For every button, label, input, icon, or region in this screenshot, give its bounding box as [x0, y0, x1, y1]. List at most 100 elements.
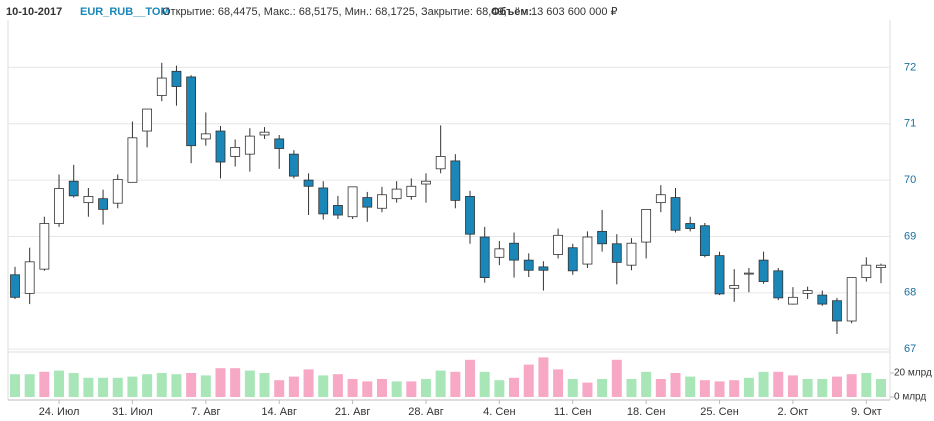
- x-tick-label: 14. Авг: [261, 406, 297, 418]
- candle-body: [200, 133, 211, 140]
- volume-bar: [553, 369, 564, 397]
- candle-body: [729, 285, 740, 289]
- candle-body: [670, 197, 681, 231]
- volume-bar: [420, 379, 431, 397]
- candle-body: [567, 247, 578, 272]
- volume-bar: [156, 373, 167, 397]
- candle-body: [538, 266, 549, 271]
- volume-bar: [523, 364, 534, 397]
- volume-tick-label: 0 млрд: [894, 392, 926, 403]
- candle-body: [186, 76, 197, 147]
- volume-bar: [244, 370, 255, 397]
- candle-body: [861, 264, 872, 278]
- volume-bar: [127, 376, 138, 397]
- x-tick-label: 25. Сен: [700, 406, 738, 418]
- volume-bar: [479, 371, 490, 397]
- y-tick-label: 72: [904, 61, 916, 73]
- candle-body: [377, 194, 387, 209]
- volume-bar: [743, 377, 754, 397]
- candle-body: [465, 196, 475, 235]
- x-tick-label: 9. Окт: [851, 406, 882, 418]
- x-tick-label: 18. Сен: [627, 406, 665, 418]
- volume-bar: [758, 371, 769, 397]
- candle-body: [479, 236, 490, 278]
- candle-body: [494, 248, 505, 258]
- volume-bar: [332, 374, 343, 397]
- volume-bar: [200, 375, 211, 397]
- volume-bar: [450, 371, 461, 397]
- volume-bar: [611, 359, 622, 397]
- candle-body: [39, 223, 50, 270]
- x-tick-label: 4. Сен: [483, 406, 515, 418]
- volume-bar: [787, 375, 798, 397]
- volume-bar: [142, 374, 153, 397]
- volume-bar: [655, 379, 666, 397]
- candle-body: [788, 296, 798, 305]
- x-tick-label: 7. Авг: [191, 406, 220, 418]
- volume-bar: [54, 370, 65, 397]
- candle-body: [846, 277, 857, 322]
- candle-body: [127, 137, 138, 183]
- candle-body: [655, 194, 666, 204]
- candle-body: [333, 205, 343, 216]
- volume-bar: [83, 377, 94, 397]
- candle-body: [509, 242, 519, 261]
- candle-body: [68, 180, 79, 197]
- ticker: EUR_RUB__TOM: [80, 6, 170, 18]
- candle-body: [142, 108, 153, 132]
- candle-body: [421, 180, 431, 185]
- candle-body: [83, 196, 94, 204]
- volume-bar: [259, 373, 270, 397]
- candle-body: [758, 259, 769, 282]
- volume-bar: [303, 369, 314, 397]
- y-tick-label: 68: [904, 287, 916, 299]
- volume-bar: [582, 382, 593, 397]
- x-tick-label: 2. Окт: [778, 406, 809, 418]
- volume-bar: [714, 381, 725, 397]
- candle-body: [553, 234, 563, 255]
- volume-bar: [318, 375, 329, 397]
- volume-bar: [817, 379, 828, 397]
- candle-body: [391, 188, 402, 200]
- candle-body: [450, 160, 461, 201]
- ohlc-text: Открытие: 68,4475, Макс.: 68,5175, Мин.:…: [162, 6, 507, 18]
- candle-body: [171, 70, 182, 87]
- volume-tick-label: 20 млрд: [894, 368, 932, 379]
- volume-bar: [670, 373, 681, 397]
- volume-bar: [509, 377, 520, 397]
- volume-bar: [215, 368, 226, 397]
- candle-body: [215, 130, 226, 163]
- candle-body: [259, 131, 270, 136]
- candle-body: [274, 138, 285, 149]
- candle-body: [611, 243, 622, 263]
- candle-body: [318, 187, 329, 215]
- volume-bar: [641, 371, 652, 397]
- volume-bar: [391, 381, 402, 397]
- volume-bar: [538, 357, 549, 397]
- volume-bar: [626, 379, 637, 397]
- y-tick-label: 70: [904, 174, 916, 186]
- candle-body: [597, 230, 608, 245]
- volume-bar: [274, 380, 285, 397]
- volume-bar: [685, 376, 696, 397]
- candle-body: [876, 264, 886, 268]
- volume-bar: [112, 377, 123, 397]
- volume-bar: [376, 379, 387, 397]
- candle-body: [743, 272, 754, 275]
- candle-body: [244, 135, 255, 155]
- volume-bar: [288, 376, 299, 397]
- volume-bar: [831, 376, 842, 397]
- volume-bar: [846, 374, 857, 397]
- volume-bar: [729, 380, 740, 397]
- candle-body: [641, 208, 652, 243]
- x-tick-label: 21. Авг: [335, 406, 371, 418]
- candle-body: [156, 77, 167, 96]
- candle-body: [714, 255, 725, 295]
- candle-body: [24, 261, 35, 294]
- candle-body: [54, 188, 64, 224]
- candle-body: [230, 146, 241, 157]
- candle-body: [362, 197, 373, 208]
- candle-body: [112, 179, 123, 204]
- volume-bar: [494, 380, 505, 397]
